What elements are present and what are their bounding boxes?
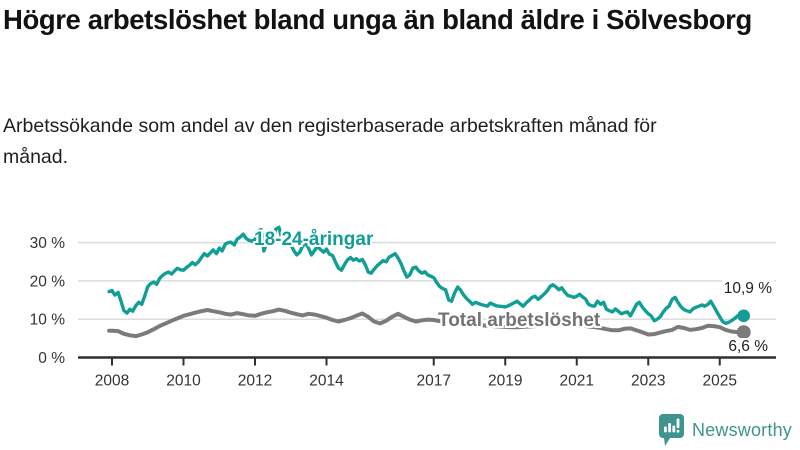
series-label-total: Total arbetslöshet [438, 310, 601, 331]
x-tick-label: 2025 [703, 373, 737, 390]
end-value-label-total: 6,6 % [726, 338, 770, 356]
series-line-18-24 [107, 225, 746, 326]
series-end-dot-18-24 [737, 309, 751, 323]
x-tick-label: 2012 [238, 373, 272, 390]
speech-bubble-bar-chart-icon [658, 414, 684, 446]
y-tick-label: 0 % [38, 350, 65, 367]
x-tick-label: 2014 [309, 373, 344, 390]
y-tick-label: 30 % [30, 235, 66, 252]
x-tick-label: 2021 [560, 373, 594, 390]
x-tick-label: 2023 [631, 373, 665, 390]
page-title: Högre arbetslöshet bland unga än bland ä… [3, 4, 752, 35]
series-label-18-24: 18-24-åringar [254, 229, 374, 250]
y-tick-label: 10 % [30, 312, 66, 329]
series-line-total [107, 307, 746, 339]
newsworthy-logo[interactable]: Newsworthy [658, 414, 792, 446]
y-tick-label: 20 % [30, 273, 66, 290]
series-end-dot-total [736, 325, 751, 340]
newsworthy-brand-text: Newsworthy [691, 419, 792, 440]
x-tick-label: 2017 [417, 373, 451, 390]
chart-subtitle: Arbetssökande som andel av den registerb… [3, 115, 657, 169]
x-tick-label: 2019 [488, 373, 522, 390]
x-tick-label: 2008 [95, 373, 129, 390]
end-value-label-18-24: 10,9 % [721, 280, 774, 298]
x-tick-label: 2010 [166, 373, 201, 390]
